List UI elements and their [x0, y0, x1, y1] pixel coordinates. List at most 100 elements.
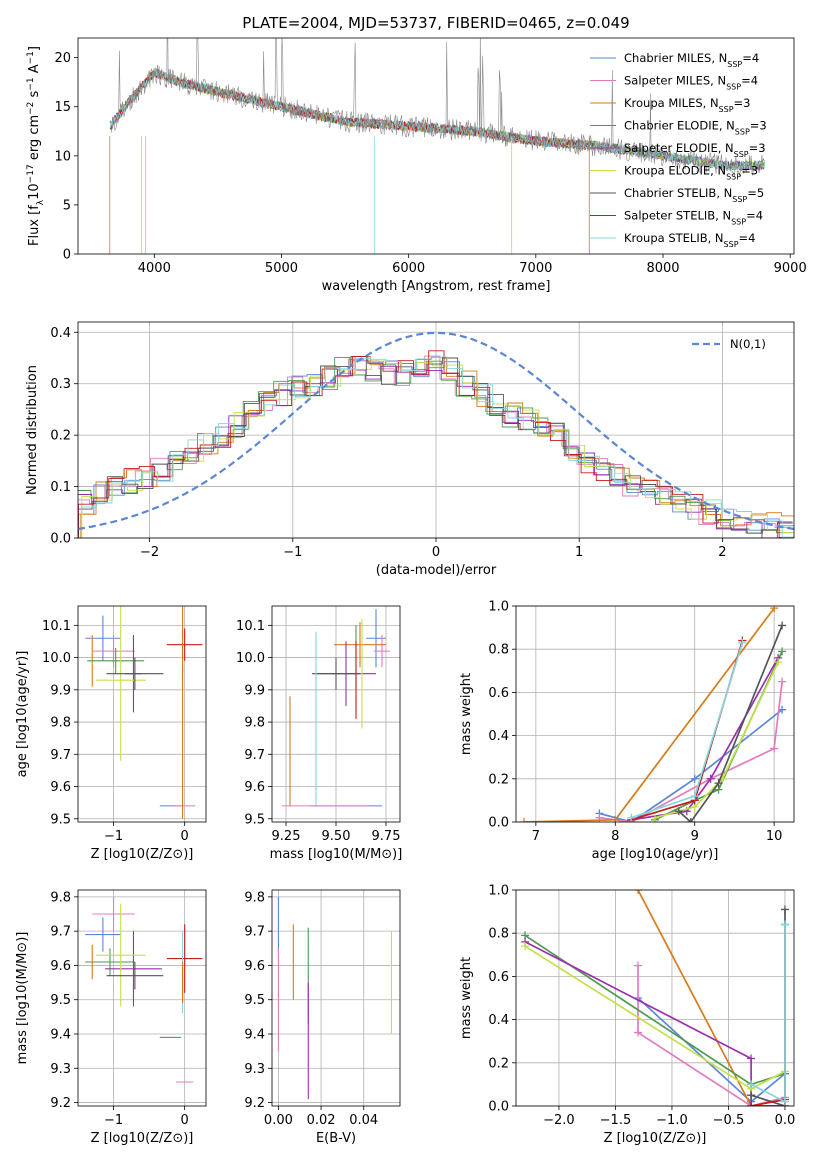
y-tick-label: 9.5 [244, 993, 265, 1008]
y-tick-label: 9.5 [244, 812, 265, 827]
y-tick-label: 0.4 [488, 729, 509, 744]
spectrum-lines [109, 38, 766, 254]
y-tick-label: 0.0 [50, 532, 71, 547]
y-tick-label: 0.4 [488, 1013, 509, 1028]
legend-sub: SSP [726, 172, 741, 181]
y-axis-label: Normed distribution [25, 365, 40, 495]
histogram-6 [78, 355, 793, 534]
legend-name: Salpeter ELODIE, N [624, 141, 734, 155]
axes-frame [77, 321, 795, 539]
legend-name: Kroupa STELIB, N [624, 231, 724, 245]
y-axis-label-part: A [27, 64, 42, 77]
y-tick-label: 9.6 [244, 780, 265, 795]
histogram-1 [78, 355, 791, 529]
y-tick-label: 9.7 [244, 748, 265, 763]
weight-line-2 [637, 890, 785, 1106]
legend-entry: Chabrier ELODIE, NSSP=3 [624, 119, 767, 137]
spectrum-axes: 4000 5000 6000 7000 8000 9000 0 5 10 15 20 waveleng… [26, 37, 807, 294]
legend-entry: Salpeter ELODIE, NSSP=3 [624, 141, 766, 159]
legend-count: =3 [741, 164, 758, 178]
legend-count: =5 [747, 186, 764, 200]
x-tick-label: −1 [283, 545, 302, 560]
weight-point [611, 815, 620, 822]
x-tick-label: 6000 [392, 261, 425, 276]
x-tick-label: −1.0 [656, 1113, 688, 1128]
y-tick-label: 0.2 [488, 1056, 509, 1071]
y-axis-label: mass [log10(M/M⊙)] [15, 932, 30, 1065]
legend-count: =3 [734, 96, 751, 110]
x-tick-label: 0.04 [349, 1113, 378, 1128]
weight-point [780, 905, 789, 914]
y-tick-label: 9.4 [50, 1028, 71, 1043]
x-tick-label: 9.75 [372, 829, 401, 844]
x-tick-label: 0 [181, 1113, 189, 1128]
observed-spectrum [110, 38, 765, 177]
weight-line-6 [750, 909, 786, 1106]
legend-entry: Kroupa ELODIE, NSSP=3 [624, 164, 758, 182]
x-tick-label: 0.00 [264, 1113, 293, 1128]
weight-point [706, 774, 715, 783]
legend-sub: SSP [731, 217, 746, 226]
y-axis-label-part: −2 [26, 102, 36, 115]
histograms [78, 331, 794, 538]
weight-point [686, 818, 695, 822]
x-axis-label: E(B-V) [316, 1131, 356, 1146]
y-tick-label: 0.8 [488, 643, 509, 658]
weights-4-axes: 7 8 9 10 0.0 0.2 0.4 0.6 0.8 1.0 age [log10(age/yr… [459, 600, 795, 862]
legend-name: Salpeter STELIB, N [624, 209, 731, 223]
legend-entry: Chabrier STELIB, NSSP=5 [624, 186, 764, 204]
y-axis-label-part: −17 [26, 164, 36, 183]
legend-count: =3 [749, 141, 766, 155]
axes-frame [77, 37, 795, 255]
legend-count: =4 [739, 231, 756, 245]
x-tick-label: −0.5 [713, 1113, 745, 1128]
legend-sub: SSP [719, 105, 734, 114]
y-tick-label: 9.9 [244, 683, 265, 698]
legend-entry: Salpeter STELIB, NSSP=4 [624, 209, 763, 227]
x-tick-label: 10 [766, 829, 783, 844]
y-tick-label: 0.6 [488, 686, 509, 701]
y-tick-label: 0.2 [488, 772, 509, 787]
x-tick-label: 8000 [646, 261, 679, 276]
weight-lines [521, 890, 789, 1106]
weight-line-3 [524, 934, 786, 1086]
y-axis-label-part: −1 [26, 77, 36, 90]
x-tick-label: 9000 [774, 261, 807, 276]
weight-lines [519, 606, 787, 822]
y-tick-label: 10.0 [42, 651, 71, 666]
legend-entry: Kroupa MILES, NSSP=3 [624, 96, 750, 114]
y-tick-label: 9.9 [50, 683, 71, 698]
y-tick-label: 0.3 [50, 377, 71, 392]
weight-point [747, 1102, 756, 1106]
y-tick-label: 0.4 [50, 326, 71, 341]
weight-point [651, 813, 659, 822]
legend-count: =3 [750, 119, 767, 133]
x-axis-label: Z [log10(Z/Z⊙)] [91, 1131, 194, 1146]
y-tick-label: 9.8 [244, 716, 265, 731]
x-tick-label: 8 [611, 829, 619, 844]
legend-sub: SSP [724, 240, 739, 249]
y-tick-label: 9.8 [50, 890, 71, 905]
weight-point [747, 1054, 756, 1063]
y-axis-label-part: −1 [26, 51, 36, 64]
y-tick-label: 0.0 [488, 1100, 509, 1115]
legend-count: =4 [741, 74, 758, 88]
scatter-2-axes: −1 0 9.5 9.6 9.7 9.8 9.9 10.0 10.1 Z [log10(Z/Z⊙)… [15, 605, 207, 862]
legend-entry: Chabrier MILES, NSSP=4 [624, 51, 759, 69]
y-tick-label: 9.6 [244, 959, 265, 974]
y-tick-label: 1.0 [488, 884, 509, 899]
error-bars [85, 896, 203, 1083]
normal-curve [78, 331, 794, 531]
y-tick-label: 9.6 [50, 959, 71, 974]
y-axis-label: age [log10(age/yr)] [15, 651, 30, 778]
weight-point [714, 779, 723, 788]
x-axis-label: mass [log10(M/M⊙)] [270, 847, 403, 862]
x-tick-label: −1 [104, 829, 123, 844]
scatter-6-axes: 0.00 0.02 0.04 9.2 9.3 9.4 9.5 9.6 9.7 9.8 E(B-V) [244, 889, 401, 1146]
legend-sub: SSP [732, 195, 747, 204]
x-tick-label: 0.0 [775, 1113, 796, 1128]
weight-line-6 [678, 625, 783, 822]
y-axis-label: mass weight [459, 673, 474, 755]
weight-point [738, 638, 747, 647]
